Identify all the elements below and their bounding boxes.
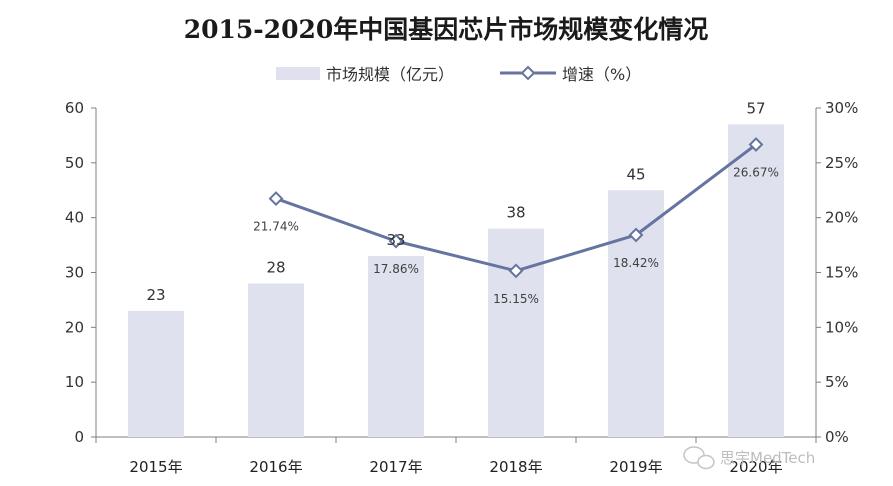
y-right-tick-label: 25% — [825, 154, 858, 172]
data-labels: 23 28 33 38 45 57 21.74% 17.86% 15.15% 18.42% 26.6… — [146, 99, 778, 305]
x-tick-label: 2018年 — [489, 458, 542, 476]
legend-label-growth: 增速（%） — [562, 65, 641, 84]
bars — [128, 124, 784, 437]
x-tick-label: 2016年 — [249, 458, 302, 476]
chart-title: 2015-2020年中国基因芯片市场规模变化情况 — [184, 15, 709, 44]
legend-label-market-size: 市场规模（亿元） — [326, 65, 454, 84]
growth-value-label: 18.42% — [613, 256, 659, 270]
x-tick-label: 2020年 — [729, 458, 782, 476]
bar-value-label: 45 — [626, 165, 645, 183]
y-left-tick-label: 0 — [74, 428, 84, 446]
bar — [128, 310, 184, 437]
bar — [368, 256, 424, 437]
bar-value-label: 38 — [506, 204, 525, 222]
bar-value-label: 23 — [146, 286, 165, 304]
y-right-tick-label: 15% — [825, 264, 858, 282]
growth-line-series — [268, 137, 764, 279]
y-left-tick-label: 40 — [65, 209, 84, 227]
wechat-icon — [683, 446, 715, 470]
x-tick-label: 2015年 — [129, 458, 182, 476]
bar-value-label: 28 — [266, 258, 285, 276]
axes: 0 10 20 30 40 50 60 0% 5% 10% 15% 20% 25% 30% 2015年 201… — [65, 99, 858, 476]
bar-value-label: 33 — [386, 231, 405, 249]
y-left-tick-label: 10 — [65, 373, 84, 391]
growth-value-label: 21.74% — [253, 220, 299, 234]
legend-swatch-market-size — [276, 67, 320, 80]
bar — [608, 190, 664, 437]
y-left-tick-label: 60 — [65, 99, 84, 117]
y-right-tick-label: 30% — [825, 99, 858, 117]
growth-point-marker — [508, 263, 524, 279]
x-tick-label: 2017年 — [369, 458, 422, 476]
x-tick-label: 2019年 — [609, 458, 662, 476]
y-left-tick-label: 20 — [65, 318, 84, 336]
legend-swatch-growth-marker — [520, 65, 536, 81]
y-right-tick-label: 10% — [825, 318, 858, 336]
growth-value-label: 15.15% — [493, 292, 539, 306]
growth-point-marker — [388, 233, 404, 249]
y-right-tick-label: 20% — [825, 209, 858, 227]
y-right-tick-label: 5% — [825, 373, 849, 391]
growth-point-marker — [628, 227, 644, 243]
growth-value-label: 17.86% — [373, 262, 419, 276]
y-left-tick-label: 50 — [65, 154, 84, 172]
watermark: 思宇MedTech — [683, 446, 815, 470]
y-left-tick-label: 30 — [65, 264, 84, 282]
growth-point-marker — [748, 137, 764, 152]
bar-value-label: 57 — [746, 99, 765, 117]
bar — [488, 228, 544, 437]
growth-point-marker — [268, 191, 284, 206]
bar — [248, 283, 304, 437]
growth-value-label: 26.67% — [733, 166, 779, 180]
bar — [728, 124, 784, 437]
watermark-text: 思宇MedTech — [720, 449, 815, 467]
y-right-tick-label: 0% — [825, 428, 849, 446]
legend: 市场规模（亿元） 增速（%） — [276, 65, 641, 84]
